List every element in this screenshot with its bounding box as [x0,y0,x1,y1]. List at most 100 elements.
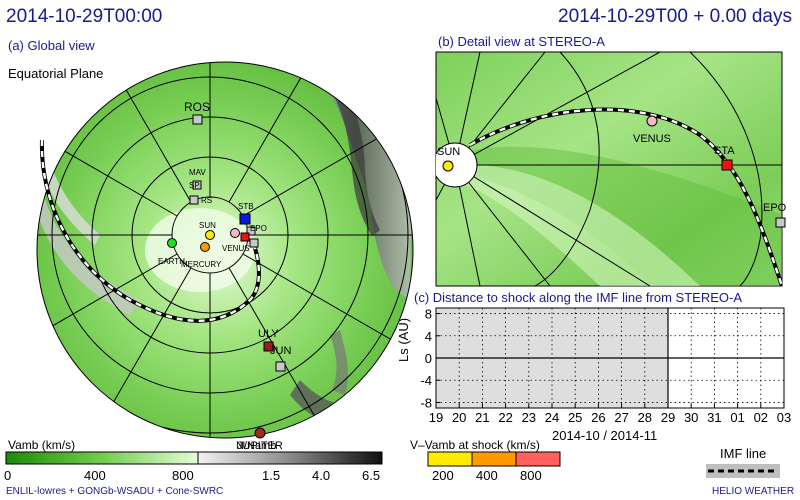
chart-xtick-label-4: 23 [522,410,536,425]
detail-venus-label: VENUS [633,133,671,145]
epo2-marker [249,238,259,248]
vamb-legend-title: Vamb (km/s) [8,438,76,452]
detail-sta-marker [721,159,733,171]
sp-marker [189,195,199,205]
sp-label: SP [189,181,200,190]
ros-marker [192,114,203,125]
global-subtitle: Equatorial Plane [8,66,104,81]
stb-marker [239,213,251,225]
mercury-label: MERCURY [181,260,222,269]
chart-xtick-label-5: 24 [545,410,559,425]
detail-sun-label: SUN [437,146,461,158]
epo-label: EPO [250,224,267,233]
earth-marker [167,238,177,248]
grid-spoke-10 [228,62,341,203]
detail-grid [436,52,782,286]
ratio-tick-0: 1.5 [262,468,281,483]
chart-ytick-label-3: -4 [420,373,432,388]
uly-marker [263,341,274,352]
sun-label: SUN [199,221,216,230]
ratio-legend-title: N/Namb [236,440,277,452]
ratio-tick-2: 6.5 [362,468,381,483]
chart-xtick-label-14: 02 [754,410,768,425]
chart-xtick-label-12: 31 [707,410,721,425]
chart-ytick-label-1: 4 [425,329,432,344]
jupiter-marker [254,427,266,439]
footer-models: ENLIL-lowres + GONGb-WSADU + Cone-SWRC [6,486,224,497]
global-disk-border [36,61,414,439]
vamb-tick-0: 0 [4,468,12,483]
jun-marker [275,361,286,372]
chart-ytick-label-0: 8 [425,307,432,322]
detail-sun-marker [442,160,454,172]
shock-tick-1: 400 [476,468,498,483]
chart-xtick-label-1: 20 [452,410,466,425]
mercury-marker [200,242,210,252]
detail-title: (b) Detail view at STEREO-A [438,34,605,49]
imf-legend-title: IMF line [720,446,767,461]
grid-spoke-8 [79,62,192,203]
rs-label: RS [201,196,213,205]
chart-xtick-label-9: 28 [638,410,652,425]
chart-tick-labels: 19 20 21 22 23 24 25 26 27 28 29 30 31 01 02 03 8 4 0 -4 -8 [420,307,791,425]
chart-xtick-label-15: 03 [777,410,791,425]
chart-title: (c) Distance to shock along the IMF line… [414,290,742,305]
chart-xtick-label-6: 25 [568,410,582,425]
timestamp-right: 2014-10-29T00 + 0.00 days [558,6,792,27]
mav-label: MAV [189,168,206,177]
shock-color-red [515,451,561,467]
vamb-tick-1: 400 [84,468,106,483]
chart-xtick-label-10: 29 [661,410,675,425]
vamb-tick-2: 800 [172,468,194,483]
sun-marker [205,230,215,240]
grid-spoke-5 [37,253,178,366]
global-view [36,61,414,439]
shock-legend-title: V–Vamb at shock (km/s) [410,438,540,452]
earth-label: EARTH [158,257,185,266]
global-title: (a) Global view [8,38,95,53]
venus-label: VENUS [222,244,250,253]
shock-distance-chart: 19 20 21 22 23 24 25 26 27 28 29 30 31 01 02 03 8 4 0 -4 -8 [420,307,791,425]
chart-xtick-label-7: 26 [591,410,605,425]
uly-label: ULY [258,328,279,340]
detail-shock-outline [469,107,782,286]
venus-marker [230,228,240,238]
chart-xlabel: 2014-10 / 2014-11 [552,428,658,443]
chart-xtick-label-11: 30 [684,410,698,425]
jupiter-label: JUPITER [237,440,283,452]
shock-front [40,139,261,322]
ratio-colorbar [197,451,383,465]
detail-sun-disk [436,142,478,188]
sta-marker [240,232,250,242]
chart-xtick-label-8: 27 [614,410,628,425]
shock-color-orange [471,451,517,467]
detail-bright-band [450,164,700,286]
jun-label: JUN [270,345,292,357]
chart-xtick-label-2: 21 [475,410,489,425]
vamb-colorbar [5,451,199,465]
detail-epo-label: EPO [763,202,787,214]
ratio-tick-1: 4.0 [312,468,331,483]
epo-marker [246,226,256,236]
ros-label: ROS [184,100,211,114]
shock-tick-2: 800 [520,468,542,483]
chart-ytick-label-2: 0 [425,351,432,366]
chart-xtick-label-3: 22 [498,410,512,425]
density-arc-bottom-right [330,330,348,395]
density-arc-right-dark [310,62,380,236]
chart-ylabel: Ls (AU) [396,317,411,362]
detail-view [435,51,786,287]
mav-marker [192,180,202,190]
grid-spoke-7 [37,104,178,217]
chart-ytick-label-4: -8 [420,395,432,410]
detail-venus-marker [646,115,658,127]
detail-sta-label: STA [714,145,735,157]
chart-xtick-label-0: 19 [429,410,443,425]
chart-xtick-label-13: 01 [730,410,744,425]
shock-tick-0: 200 [432,468,454,483]
shock-color-yellow [427,451,473,467]
footer-brand: HELIO WEATHER [712,486,795,497]
stb-label: STB [238,202,254,211]
detail-epo-marker [775,217,786,228]
